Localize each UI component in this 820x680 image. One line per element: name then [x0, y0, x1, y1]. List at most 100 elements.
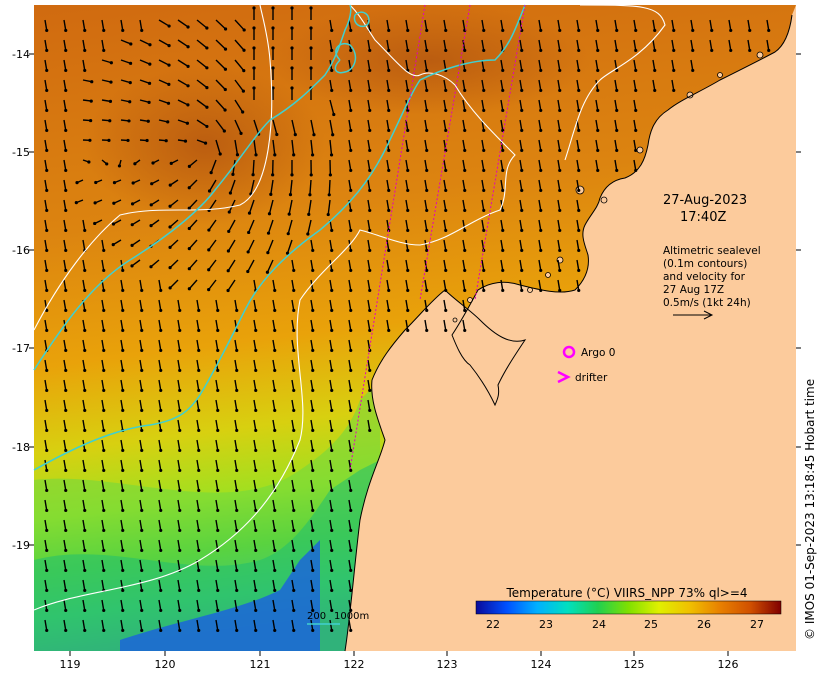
- velocity-arrow: [252, 159, 255, 175]
- velocity-arrow: [215, 559, 219, 571]
- velocity-arrow-head: [64, 228, 68, 233]
- velocity-arrow-head: [64, 608, 68, 613]
- velocity-arrow-head: [235, 608, 239, 613]
- velocity-arrow-head: [45, 48, 49, 53]
- velocity-arrow-head: [133, 162, 137, 166]
- velocity-arrow-head: [293, 133, 297, 137]
- velocity-arrow-head: [292, 368, 296, 373]
- velocity-arrow: [139, 499, 143, 511]
- velocity-arrow-head: [558, 288, 562, 293]
- velocity-arrow-head: [64, 508, 68, 513]
- velocity-arrow-head: [271, 26, 275, 30]
- velocity-arrow: [120, 579, 124, 591]
- velocity-arrow: [595, 119, 599, 131]
- velocity-arrow: [310, 399, 314, 411]
- velocity-arrow-head: [45, 328, 49, 333]
- velocity-arrow: [215, 319, 219, 331]
- velocity-arrow-head: [463, 48, 467, 53]
- velocity-arrow-head: [292, 488, 296, 493]
- velocity-arrow-head: [273, 588, 277, 593]
- velocity-arrow: [329, 359, 333, 371]
- velocity-arrow: [652, 39, 656, 51]
- drifter-marker-icon: [557, 370, 571, 384]
- velocity-arrow-head: [309, 26, 313, 30]
- velocity-arrow-head: [140, 448, 144, 453]
- velocity-arrow: [272, 339, 276, 351]
- velocity-arrow: [139, 79, 150, 84]
- velocity-arrow-head: [105, 162, 109, 166]
- velocity-arrow: [188, 199, 198, 209]
- velocity-arrow-head: [292, 348, 296, 353]
- velocity-arrow-head: [83, 428, 87, 433]
- velocity-arrow: [443, 259, 447, 271]
- velocity-arrow-head: [130, 243, 134, 247]
- velocity-arrow: [327, 199, 331, 215]
- velocity-arrow: [367, 299, 371, 311]
- velocity-arrow: [329, 599, 333, 611]
- velocity-arrow-head: [251, 173, 255, 177]
- velocity-arrow: [63, 359, 67, 371]
- velocity-arrow-head: [482, 228, 486, 233]
- velocity-arrow-head: [112, 181, 117, 185]
- velocity-arrow-head: [330, 268, 334, 273]
- velocity-arrow: [348, 399, 352, 411]
- velocity-arrow-head: [140, 388, 144, 393]
- velocity-arrow-head: [292, 448, 296, 453]
- velocity-arrow-head: [387, 28, 391, 33]
- velocity-arrow: [177, 379, 181, 391]
- velocity-arrow: [196, 619, 200, 631]
- velocity-arrow-head: [406, 288, 410, 293]
- velocity-arrow-head: [577, 208, 581, 213]
- velocity-arrow-head: [349, 88, 353, 93]
- velocity-arrow-head: [368, 88, 372, 93]
- velocity-arrow: [63, 339, 67, 351]
- velocity-arrow-head: [121, 488, 125, 493]
- velocity-arrow: [177, 419, 181, 431]
- velocity-arrow-head: [501, 68, 505, 73]
- velocity-arrow: [405, 19, 409, 31]
- velocity-arrow-head: [309, 66, 313, 70]
- velocity-arrow: [120, 559, 124, 571]
- velocity-arrow-head: [710, 28, 714, 33]
- velocity-arrow: [481, 199, 485, 211]
- velocity-arrow-head: [108, 119, 112, 123]
- velocity-arrow: [405, 59, 409, 71]
- velocity-arrow: [234, 119, 242, 134]
- velocity-arrow-head: [226, 269, 230, 273]
- velocity-arrow-head: [577, 68, 581, 73]
- velocity-arrow-head: [444, 308, 448, 313]
- velocity-arrow-head: [83, 268, 87, 273]
- velocity-arrow: [291, 339, 295, 351]
- velocity-arrow: [196, 379, 200, 391]
- velocity-arrow: [63, 519, 67, 531]
- velocity-arrow-head: [167, 44, 171, 48]
- velocity-arrow: [671, 79, 675, 91]
- velocity-arrow-head: [520, 48, 524, 53]
- velocity-arrow-head: [121, 468, 125, 473]
- velocity-arrow: [424, 99, 428, 111]
- velocity-arrow-head: [482, 28, 486, 33]
- velocity-arrow: [101, 419, 105, 431]
- velocity-arrow: [215, 419, 219, 431]
- velocity-arrow: [158, 539, 162, 551]
- velocity-arrow: [481, 159, 485, 171]
- velocity-arrow-head: [241, 110, 245, 114]
- velocity-arrow: [247, 259, 255, 272]
- velocity-arrow: [519, 179, 523, 191]
- velocity-arrow-head: [729, 48, 733, 53]
- velocity-arrow: [272, 619, 276, 631]
- velocity-arrow: [234, 519, 238, 531]
- velocity-arrow-head: [83, 388, 87, 393]
- velocity-arrow-head: [45, 128, 49, 133]
- velocity-arrow-head: [501, 188, 505, 193]
- velocity-arrow: [310, 139, 314, 155]
- y-tick-label: -19: [12, 539, 30, 552]
- velocity-arrow: [481, 179, 485, 191]
- velocity-arrow: [196, 79, 208, 89]
- velocity-arrow: [310, 599, 314, 611]
- colorbar-tick-label: 27: [750, 618, 764, 631]
- velocity-arrow: [310, 559, 314, 571]
- velocity-arrow: [82, 419, 86, 431]
- velocity-arrow-head: [311, 428, 315, 433]
- velocity-arrow: [196, 399, 200, 411]
